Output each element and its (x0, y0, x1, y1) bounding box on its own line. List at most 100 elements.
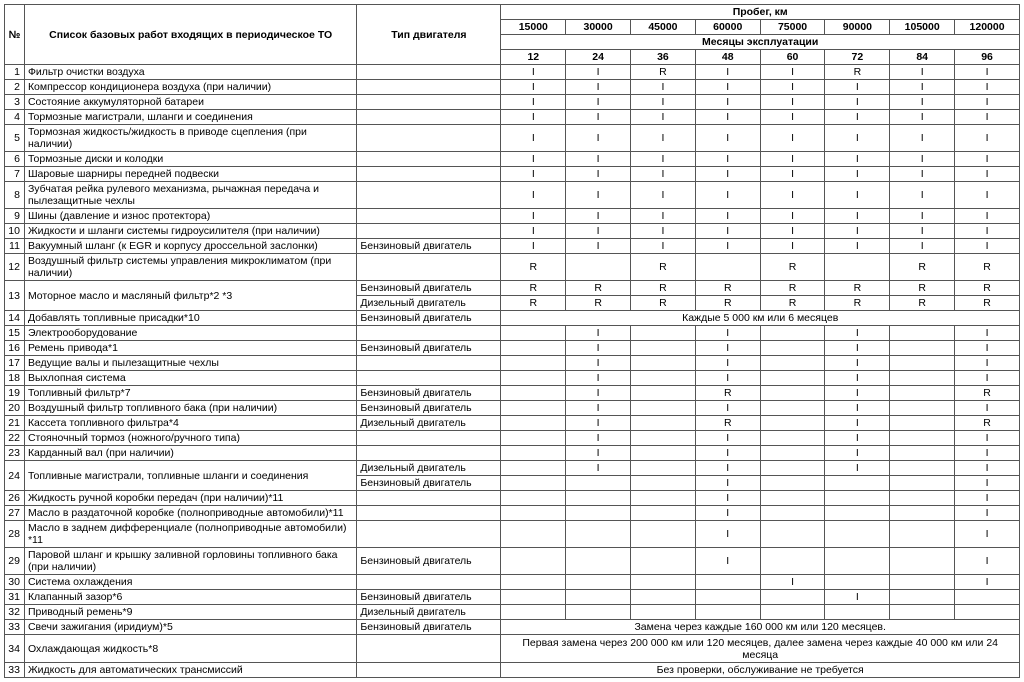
engine-type (357, 446, 501, 461)
work-description: Выхлопная система (24, 371, 356, 386)
service-value: R (631, 296, 696, 311)
service-value (566, 254, 631, 281)
service-value (631, 476, 696, 491)
service-value (760, 476, 825, 491)
service-value (631, 341, 696, 356)
engine-type (357, 95, 501, 110)
service-value (501, 590, 566, 605)
service-value (501, 605, 566, 620)
service-value: I (566, 446, 631, 461)
service-value: R (695, 296, 760, 311)
service-value: I (501, 95, 566, 110)
spanning-note: Без проверки, обслуживание не требуется (501, 663, 1020, 678)
service-value: I (890, 182, 955, 209)
row-number: 26 (5, 491, 25, 506)
service-value: I (695, 401, 760, 416)
service-value: I (825, 356, 890, 371)
service-value (825, 521, 890, 548)
work-description: Компрессор кондиционера воздуха (при нал… (24, 80, 356, 95)
work-description: Паровой шланг и крышку заливной горловин… (24, 548, 356, 575)
service-value (760, 548, 825, 575)
service-value: I (566, 341, 631, 356)
engine-type (357, 65, 501, 80)
service-value: R (566, 281, 631, 296)
service-value: I (695, 476, 760, 491)
engine-type (357, 521, 501, 548)
service-value: R (631, 254, 696, 281)
service-value: I (695, 521, 760, 548)
service-value: I (566, 356, 631, 371)
service-value: R (695, 416, 760, 431)
service-value: R (890, 296, 955, 311)
row-number: 11 (5, 239, 25, 254)
service-value: I (631, 224, 696, 239)
service-value: R (890, 254, 955, 281)
service-value: R (760, 296, 825, 311)
service-value: I (890, 224, 955, 239)
service-value: I (955, 521, 1020, 548)
service-value (631, 521, 696, 548)
service-value: I (825, 95, 890, 110)
service-value: I (955, 182, 1020, 209)
service-value: I (695, 224, 760, 239)
work-description: Фильтр очистки воздуха (24, 65, 356, 80)
work-description: Ремень привода*1 (24, 341, 356, 356)
engine-type: Бензиновый двигатель (357, 239, 501, 254)
service-value (501, 386, 566, 401)
service-value (501, 521, 566, 548)
service-value: I (825, 152, 890, 167)
engine-type (357, 152, 501, 167)
row-number: 10 (5, 224, 25, 239)
engine-type (357, 506, 501, 521)
service-value: I (890, 209, 955, 224)
service-value (760, 506, 825, 521)
service-value: I (566, 224, 631, 239)
service-value (825, 254, 890, 281)
service-value: I (955, 152, 1020, 167)
service-value: I (760, 152, 825, 167)
engine-type (357, 431, 501, 446)
service-value: I (501, 182, 566, 209)
service-value: I (695, 209, 760, 224)
row-number: 33 (5, 620, 25, 635)
service-value (760, 326, 825, 341)
row-number: 24 (5, 461, 25, 491)
service-value: I (566, 386, 631, 401)
engine-type: Бензиновый двигатель (357, 476, 501, 491)
service-value: I (955, 431, 1020, 446)
service-value (501, 461, 566, 476)
engine-type (357, 663, 501, 678)
service-value (501, 341, 566, 356)
work-description: Охлаждающая жидкость*8 (24, 635, 356, 663)
row-number: 5 (5, 125, 25, 152)
work-description: Топливные магистрали, топливные шланги и… (24, 461, 356, 491)
service-value: I (955, 239, 1020, 254)
service-value: I (501, 65, 566, 80)
service-value: I (955, 110, 1020, 125)
service-value (501, 575, 566, 590)
service-value: I (955, 80, 1020, 95)
service-value: I (955, 209, 1020, 224)
months-header: 48 (695, 50, 760, 65)
service-value (825, 506, 890, 521)
service-value (890, 371, 955, 386)
service-value: I (955, 476, 1020, 491)
service-value: R (955, 296, 1020, 311)
service-value: I (760, 224, 825, 239)
work-description: Жидкости и шланги системы гидроусилителя… (24, 224, 356, 239)
service-value: I (631, 239, 696, 254)
service-value (501, 491, 566, 506)
service-value (890, 605, 955, 620)
service-value (760, 401, 825, 416)
service-value (890, 491, 955, 506)
service-value (501, 326, 566, 341)
service-value (890, 521, 955, 548)
row-number: 14 (5, 311, 25, 326)
months-header: 12 (501, 50, 566, 65)
service-value: I (695, 548, 760, 575)
row-number: 1 (5, 65, 25, 80)
service-value: I (825, 209, 890, 224)
service-value: I (890, 239, 955, 254)
months-header: 36 (631, 50, 696, 65)
service-value: I (890, 80, 955, 95)
